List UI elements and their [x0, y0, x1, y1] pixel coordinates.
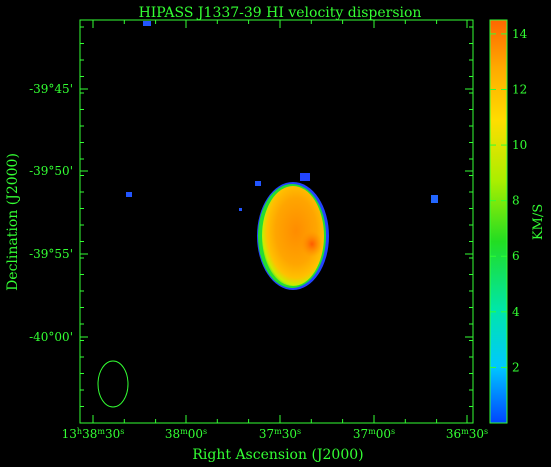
chart-title: HIPASS J1337-39 HI velocity dispersion — [139, 5, 422, 21]
colorbar-gradient — [490, 20, 507, 423]
x-axis: 13h38m30s 38m00s 37m30s 37m00s 36m30s — [62, 20, 488, 441]
x-tick-label: 37m30s — [259, 427, 301, 442]
noise-spot — [431, 195, 438, 203]
x-tick-label: 38m00s — [165, 427, 207, 442]
y-tick-label: -39°55' — [29, 247, 73, 261]
colorbar-frame — [489, 19, 508, 424]
y-axis-label: Declination (J2000) — [5, 153, 21, 291]
x-axis-label: Right Ascension (J2000) — [192, 447, 363, 463]
colorbar-tick-label: 8 — [512, 194, 520, 208]
colorbar-tick-label: 4 — [512, 305, 520, 319]
noise-spot — [239, 208, 242, 211]
noise-spot — [126, 192, 132, 197]
noise-spot — [255, 181, 261, 186]
colorbar-tick-label: 14 — [512, 27, 528, 41]
y-tick-label: -40°00' — [29, 330, 73, 344]
plot-frame — [79, 19, 474, 424]
colorbar-ticks: 2 4 6 8 10 12 14 — [490, 27, 528, 374]
x-tick-label: 37m00s — [353, 427, 395, 442]
noise-spot — [143, 21, 151, 26]
galaxy-emission — [257, 182, 329, 290]
x-tick-label: 36m30s — [446, 427, 488, 442]
colorbar-tick-label: 2 — [512, 360, 520, 374]
beam-ellipse — [97, 360, 129, 408]
galaxy-disk — [262, 186, 324, 286]
colorbar-tick-label: 10 — [512, 138, 527, 152]
plot-area — [97, 21, 438, 408]
noise-spots — [126, 21, 438, 211]
y-axis: -39°45' -39°50' -39°55' -40°00' — [29, 26, 473, 407]
y-tick-label: -39°50' — [29, 164, 73, 178]
x-tick-label: 13h38m30s — [62, 427, 125, 442]
galaxy-core — [301, 231, 323, 257]
y-tick-label: -39°45' — [29, 82, 73, 96]
colorbar-tick-label: 6 — [512, 249, 520, 263]
colorbar-tick-label: 12 — [512, 82, 527, 96]
colorbar-label: KM/S — [531, 204, 546, 240]
noise-spot — [300, 173, 310, 181]
colorbar: 2 4 6 8 10 12 14 KM/S — [489, 19, 546, 424]
